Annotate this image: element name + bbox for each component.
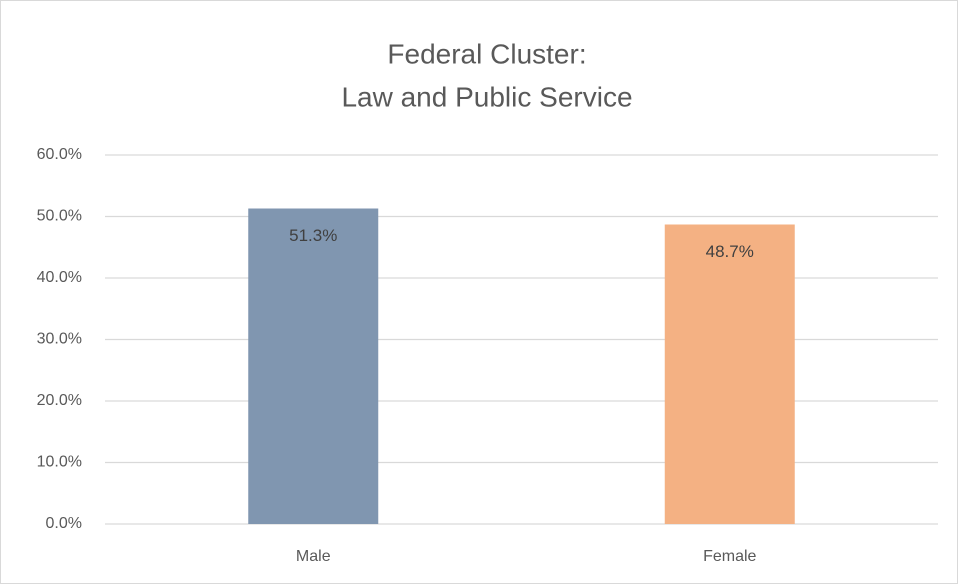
chart-title: Federal Cluster: [387, 38, 586, 69]
bar [248, 208, 379, 524]
y-tick-label: 20.0% [37, 392, 82, 409]
y-tick-label: 40.0% [37, 269, 82, 286]
data-label: 51.3% [289, 226, 337, 245]
y-tick-label: 30.0% [37, 331, 82, 348]
y-tick-label: 60.0% [37, 146, 82, 163]
x-tick-label: Male [296, 548, 331, 565]
y-tick-label: 10.0% [37, 454, 82, 471]
bar [664, 224, 795, 524]
data-label: 48.7% [706, 242, 754, 261]
y-tick-label: 50.0% [37, 208, 82, 225]
chart-title: Law and Public Service [341, 81, 632, 112]
x-tick-label: Female [703, 548, 756, 565]
y-tick-label: 0.0% [46, 515, 82, 532]
